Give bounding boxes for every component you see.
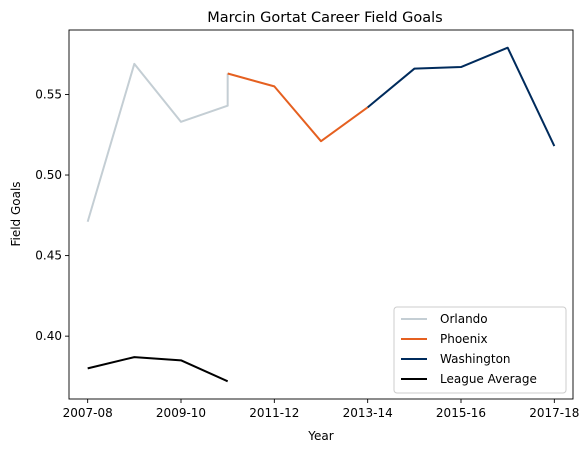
legend-label-washington: Washington bbox=[440, 352, 511, 366]
legend-box bbox=[393, 306, 567, 394]
legend-label-league-average: League Average bbox=[440, 372, 537, 386]
y-tick-label: 0.45 bbox=[35, 249, 62, 263]
x-axis: 2007-08 2009-10 2011-12 2013-14 2015-16 2017-… bbox=[63, 399, 579, 420]
y-axis: 0.40 0.45 0.50 0.55 bbox=[35, 87, 69, 343]
legend: Orlando Phoenix Washington League Average bbox=[393, 306, 567, 394]
series-line-phoenix bbox=[227, 72, 369, 143]
x-tick-label: 2017-18 bbox=[529, 406, 579, 420]
series-line-orlando bbox=[86, 62, 229, 223]
legend-label-orlando: Orlando bbox=[440, 312, 488, 326]
chart-title: Marcin Gortat Career Field Goals bbox=[207, 10, 443, 26]
series-line-washington bbox=[367, 46, 556, 147]
plot-area-frame bbox=[68, 29, 574, 400]
y-tick-label: 0.50 bbox=[35, 168, 62, 182]
series-lines bbox=[86, 46, 556, 383]
x-tick-label: 2015-16 bbox=[436, 406, 486, 420]
x-tick-label: 2011-12 bbox=[249, 406, 299, 420]
series-line-league-average bbox=[87, 356, 229, 383]
y-axis-label: Field Goals bbox=[9, 181, 23, 246]
x-axis-label: Year bbox=[307, 429, 333, 443]
x-tick-label: 2013-14 bbox=[343, 406, 393, 420]
y-tick-label: 0.40 bbox=[35, 329, 62, 343]
x-tick-label: 2007-08 bbox=[63, 406, 113, 420]
legend-label-phoenix: Phoenix bbox=[440, 332, 488, 346]
x-tick-label: 2009-10 bbox=[156, 406, 206, 420]
y-tick-label: 0.55 bbox=[35, 87, 62, 101]
